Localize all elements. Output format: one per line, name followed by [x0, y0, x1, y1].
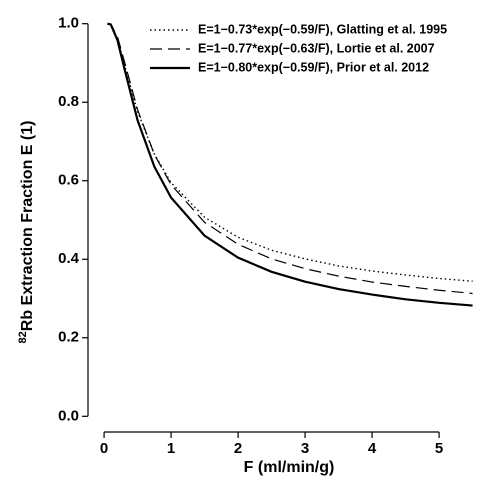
legend-label: E=1−0.80*exp(−0.59/F), Prior et al. 2012 — [198, 60, 429, 74]
y-axis-label-text: Rb Extraction Fraction E (1) — [19, 121, 36, 332]
x-tick-label: 4 — [368, 440, 377, 457]
x-tick-label: 1 — [167, 440, 175, 457]
x-tick-label: 5 — [435, 440, 443, 457]
series-line — [107, 23, 473, 295]
y-tick-label: 0.8 — [58, 93, 79, 110]
x-axis-label: F (ml/min/g) — [244, 459, 335, 476]
series-line — [107, 22, 473, 307]
y-tick-label: 0.6 — [58, 172, 79, 189]
y-tick-label: 0.4 — [58, 250, 80, 267]
y-tick-label: 0.2 — [58, 329, 79, 346]
x-tick-label: 0 — [100, 440, 108, 457]
y-axis-label-superscript: 82 — [17, 331, 29, 343]
y-axis-label: 82Rb Extraction Fraction E (1) — [17, 121, 36, 344]
legend-label: E=1−0.73*exp(−0.59/F), Glatting et al. 1… — [198, 22, 447, 36]
x-tick-label: 2 — [234, 440, 242, 457]
x-tick-label: 3 — [301, 440, 309, 457]
y-tick-label: 0.0 — [58, 407, 79, 424]
legend-label: E=1−0.77*exp(−0.63/F), Lortie et al. 200… — [198, 41, 435, 55]
y-tick-label: 1.0 — [58, 15, 79, 32]
